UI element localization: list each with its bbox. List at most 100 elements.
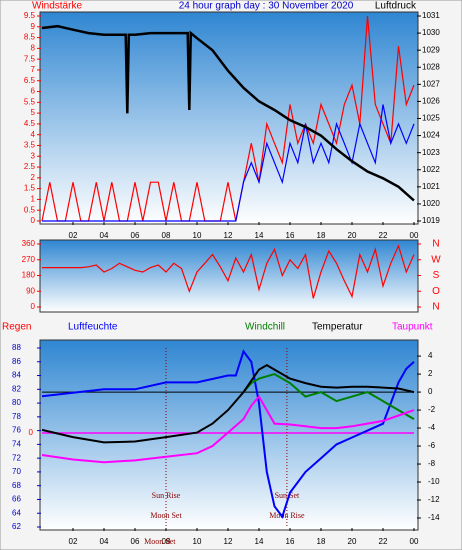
y2-tick-label: 1025 — [422, 114, 440, 123]
y-tick-label: 6.5 — [24, 76, 36, 85]
chart-title: 24 hour graph day : 30 November 2020 — [179, 1, 354, 12]
y2-tick-label: 1030 — [422, 28, 440, 37]
y2-tick-label: -4 — [428, 423, 436, 432]
annotation: Moon Rise — [269, 511, 305, 520]
x-tick-label: 14 — [255, 537, 264, 546]
y2-tick-label: 1028 — [422, 62, 440, 71]
y2-tick-label: O — [432, 286, 440, 297]
y-tick-label: 4.5 — [24, 119, 36, 128]
y2-tick-label: N — [432, 302, 439, 313]
y2-tick-label: 1026 — [422, 97, 440, 106]
y2-tick-label: 4 — [428, 351, 433, 360]
x-tick-label: 06 — [131, 537, 140, 546]
x-tick-label: 10 — [193, 537, 202, 546]
y-tick-label: 88 — [12, 343, 21, 352]
rain-tick-label: 0 — [29, 428, 34, 437]
y2-tick-label: 1019 — [422, 216, 440, 225]
y-tick-label: 64 — [12, 508, 21, 517]
y-tick-label: 2.5 — [24, 162, 36, 171]
legend-label: Luftfeuchte — [68, 322, 118, 333]
y2-tick-label: S — [433, 270, 440, 281]
x-tick-label: 10 — [193, 231, 202, 240]
panel-wind — [39, 11, 419, 225]
x-tick-label: 22 — [379, 231, 388, 240]
annotation: Moon Set — [144, 537, 176, 546]
y-tick-label: 0.5 — [24, 205, 36, 214]
series-line — [42, 244, 415, 299]
annotation: Sun Rise — [152, 491, 181, 500]
y-tick-label: 72 — [12, 453, 21, 462]
y-tick-label: 70 — [12, 467, 21, 476]
y2-tick-label: 1024 — [422, 131, 440, 140]
series-line — [41, 394, 415, 464]
y-tick-label: 9 — [31, 22, 36, 31]
y-tick-label: 5 — [31, 108, 36, 117]
y-tick-label: 66 — [12, 495, 21, 504]
y-tick-label: 5.5 — [24, 97, 36, 106]
y-tick-label: 3 — [31, 151, 36, 160]
y-tick-label: 80 — [12, 398, 21, 407]
x-tick-label: 12 — [224, 231, 233, 240]
x-tick-label: 18 — [317, 537, 326, 546]
x-tick-label: 04 — [100, 537, 109, 546]
y2-tick-label: 1031 — [422, 11, 440, 20]
y-tick-label: 0 — [31, 216, 36, 225]
y-tick-label: 1.5 — [24, 184, 36, 193]
y-tick-label: 6 — [31, 87, 36, 96]
y2-tick-label: 1027 — [422, 79, 440, 88]
y2-tick-label: -10 — [428, 477, 440, 486]
y-tick-label: 4 — [31, 130, 36, 139]
rain-label: Regen — [2, 322, 31, 333]
y2-label: Luftdruck — [375, 1, 417, 12]
y-tick-label: 360 — [22, 239, 36, 248]
x-tick-label: 18 — [317, 231, 326, 240]
x-tick-label: 02 — [69, 231, 78, 240]
y-tick-label: 82 — [12, 384, 21, 393]
y-tick-label: 8 — [31, 43, 36, 52]
y2-tick-label: -6 — [428, 441, 436, 450]
y-label: Windstärke — [32, 1, 82, 12]
y-tick-label: 78 — [12, 412, 21, 421]
panel-temperature — [39, 339, 419, 531]
x-tick-label: 00 — [410, 231, 419, 240]
series-line — [41, 349, 415, 519]
x-tick-label: 20 — [348, 231, 357, 240]
x-tick-label: 02 — [69, 537, 78, 546]
y2-tick-label: 1021 — [422, 182, 440, 191]
legend-label: Windchill — [245, 322, 285, 333]
y2-tick-label: 1020 — [422, 199, 440, 208]
y-tick-label: 7 — [31, 65, 36, 74]
y2-tick-label: 1022 — [422, 165, 440, 174]
y-tick-label: 180 — [22, 271, 36, 280]
series-line — [242, 373, 415, 420]
annotation: Moon Set — [150, 511, 182, 520]
y-tick-label: 84 — [12, 371, 21, 380]
y-tick-label: 76 — [12, 426, 21, 435]
x-tick-label: 16 — [286, 231, 295, 240]
series-line — [41, 24, 415, 202]
y2-tick-label: -12 — [428, 495, 440, 504]
x-tick-label: 20 — [348, 537, 357, 546]
y2-tick-label: -8 — [428, 459, 436, 468]
y2-tick-label: N — [432, 239, 439, 250]
y2-tick-label: -14 — [428, 513, 440, 522]
x-tick-label: 14 — [255, 231, 264, 240]
x-tick-label: 12 — [224, 537, 233, 546]
y2-tick-label: 1029 — [422, 45, 440, 54]
y-tick-label: 86 — [12, 357, 21, 366]
y2-tick-label: 1023 — [422, 148, 440, 157]
y-tick-label: 68 — [12, 481, 21, 490]
y-tick-label: 8.5 — [24, 33, 36, 42]
legend-label: Temperatur — [312, 322, 363, 333]
y2-tick-label: -2 — [428, 405, 436, 414]
y-tick-label: 0 — [31, 302, 36, 311]
y-tick-label: 3.5 — [24, 141, 36, 150]
x-tick-label: 22 — [379, 537, 388, 546]
y2-tick-label: 2 — [428, 369, 433, 378]
x-tick-label: 00 — [410, 537, 419, 546]
y-tick-label: 90 — [26, 286, 35, 295]
x-tick-label: 08 — [162, 537, 171, 546]
annotation: Sun Set — [275, 491, 300, 500]
x-tick-label: 08 — [162, 231, 171, 240]
